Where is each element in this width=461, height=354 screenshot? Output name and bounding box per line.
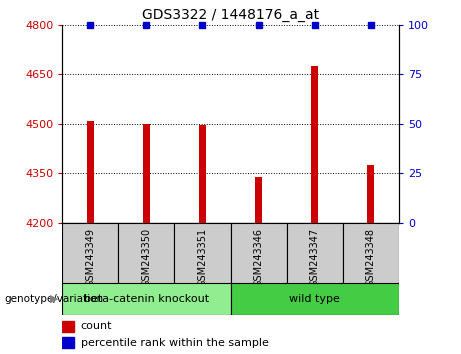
Bar <box>62 321 74 332</box>
Title: GDS3322 / 1448176_a_at: GDS3322 / 1448176_a_at <box>142 8 319 22</box>
Bar <box>62 223 118 283</box>
Bar <box>174 223 230 283</box>
Text: GSM243350: GSM243350 <box>142 228 151 287</box>
Bar <box>230 223 287 283</box>
Text: ▶: ▶ <box>50 294 58 304</box>
Bar <box>255 177 262 223</box>
Bar <box>199 125 206 223</box>
Text: GSM243346: GSM243346 <box>254 228 264 287</box>
Text: GSM243349: GSM243349 <box>85 228 95 287</box>
Text: genotype/variation: genotype/variation <box>5 294 104 304</box>
Bar <box>343 223 399 283</box>
Bar <box>230 283 399 315</box>
Bar <box>62 337 74 348</box>
Bar <box>311 66 318 223</box>
Text: GSM243347: GSM243347 <box>310 228 319 287</box>
Bar <box>287 223 343 283</box>
Text: beta-catenin knockout: beta-catenin knockout <box>84 294 209 304</box>
Text: GSM243348: GSM243348 <box>366 228 376 287</box>
Bar <box>118 223 174 283</box>
Text: count: count <box>81 321 112 331</box>
Text: wild type: wild type <box>289 294 340 304</box>
Text: percentile rank within the sample: percentile rank within the sample <box>81 338 269 348</box>
Bar <box>87 121 94 223</box>
Text: GSM243351: GSM243351 <box>197 228 207 287</box>
Bar <box>143 124 150 223</box>
Bar <box>62 283 230 315</box>
Bar <box>367 165 374 223</box>
